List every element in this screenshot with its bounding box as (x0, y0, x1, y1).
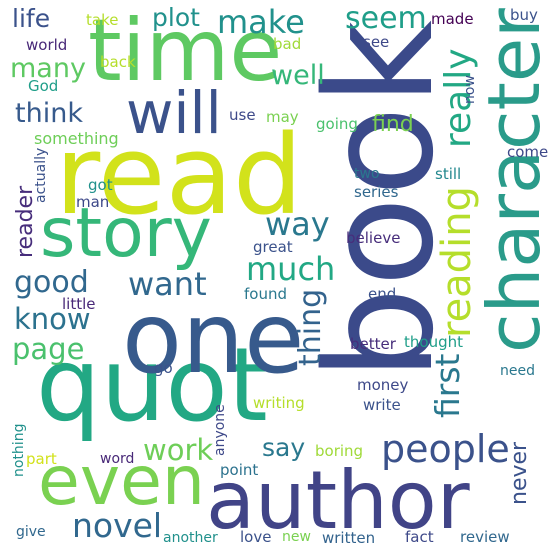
word-author: author (206, 454, 470, 547)
word-need: need (500, 363, 535, 379)
word-life: life (12, 4, 51, 33)
word-part: part (26, 450, 57, 468)
word-never: never (507, 441, 532, 505)
word-will: will (126, 79, 222, 147)
word-nothing: nothing (11, 423, 27, 477)
word-give: give (16, 524, 46, 540)
word-want: want (128, 265, 207, 303)
word-going: going (316, 115, 358, 133)
word-boring: boring (315, 442, 364, 460)
word-good: good (14, 265, 89, 300)
word-quot: quot (36, 326, 268, 445)
word-still: still (435, 165, 462, 183)
word-bad: bad (273, 35, 302, 53)
word-one: one (122, 282, 305, 396)
word-word: word (100, 451, 135, 467)
word-come: come (507, 143, 549, 161)
word-love: love (240, 528, 272, 546)
word-character: character (472, 8, 556, 353)
word-many: many (10, 53, 86, 84)
word-reading: reading (434, 186, 480, 338)
word-novel: novel (72, 506, 163, 545)
word-buy: buy (510, 6, 538, 24)
word-man: man (76, 193, 110, 211)
word-made: made (431, 10, 474, 28)
word-seem: seem (345, 1, 427, 36)
word-find: find (372, 112, 414, 137)
word-better: better (350, 335, 396, 353)
word-review: review (460, 528, 510, 546)
word-much: much (246, 250, 336, 288)
word-fact: fact (405, 528, 434, 546)
word-well: well (271, 60, 325, 91)
word-new: new (282, 529, 311, 545)
word-way: way (265, 205, 330, 243)
word-series: series (354, 183, 399, 201)
word-point: point (220, 461, 259, 479)
word-use: use (229, 106, 256, 124)
word-two: two (354, 166, 380, 182)
word-go: go (154, 359, 173, 377)
word-found: found (244, 285, 287, 303)
word-page: page (12, 332, 85, 366)
word-back: back (100, 53, 136, 71)
word-people: people (381, 427, 510, 471)
word-time: time (88, 1, 283, 101)
word-world: world (26, 36, 68, 54)
word-work: work (143, 433, 214, 467)
word-story: story (40, 194, 212, 273)
word-writing: writing (253, 394, 305, 412)
word-another: another (163, 530, 218, 546)
word-written: written (322, 529, 376, 547)
word-now: now (462, 75, 478, 104)
word-say: say (262, 433, 306, 462)
word-money: money (357, 376, 409, 394)
word-take: take (86, 11, 119, 29)
word-end: end (368, 285, 397, 303)
word-read: read (55, 111, 303, 239)
word-believe: believe (346, 229, 401, 247)
word-got: got (88, 176, 113, 194)
word-may: may (266, 108, 299, 126)
word-thought: thought (404, 333, 463, 351)
word-little: little (62, 295, 96, 313)
word-write: write (363, 396, 401, 414)
word-plot: plot (152, 3, 200, 32)
word-thing: thing (293, 288, 328, 366)
word-first: first (428, 353, 467, 419)
word-think: think (15, 98, 83, 129)
word-see: see (363, 33, 390, 51)
word-even: even (38, 442, 206, 521)
word-anyone: anyone (212, 404, 228, 456)
word-actually: actually (33, 147, 49, 203)
word-something: something (34, 129, 119, 148)
word-god: God (28, 77, 59, 95)
word-make: make (217, 3, 305, 41)
word-know: know (14, 302, 91, 336)
word-great: great (253, 238, 293, 256)
